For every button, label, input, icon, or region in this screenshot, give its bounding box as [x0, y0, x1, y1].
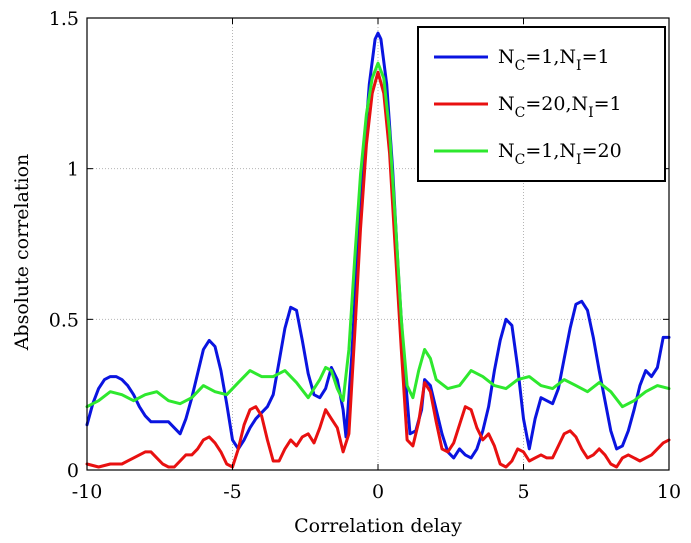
x-tick-label: -5	[223, 481, 242, 503]
y-tick-label: 1	[67, 159, 79, 181]
y-tick-label: 0	[67, 460, 79, 482]
x-tick-label: 0	[372, 481, 384, 503]
legend-label-1: NC=1,NI=1	[498, 46, 610, 74]
y-tick-label: 0.5	[49, 309, 79, 331]
x-tick-label: 5	[517, 481, 529, 503]
axis-ticks: -10 -5 0 5 10 0 0.5 1 1.5	[49, 8, 681, 503]
series-line-1	[85, 31, 671, 460]
x-axis-title: Correlation delay	[294, 515, 462, 537]
legend: NC=1,NI=1 NC=20,NI=1 NC=1,NI=20	[417, 26, 666, 182]
y-axis-title: Absolute correlation	[11, 154, 33, 352]
x-tick-label: 10	[657, 481, 681, 503]
x-tick-label: -10	[72, 481, 103, 503]
series-line-2	[85, 70, 671, 469]
legend-label-3: NC=1,NI=20	[498, 140, 622, 168]
legend-label-2: NC=20,NI=1	[498, 93, 622, 121]
y-tick-label: 1.5	[49, 8, 79, 30]
series-lines	[85, 31, 671, 469]
series-line-3	[85, 61, 671, 409]
